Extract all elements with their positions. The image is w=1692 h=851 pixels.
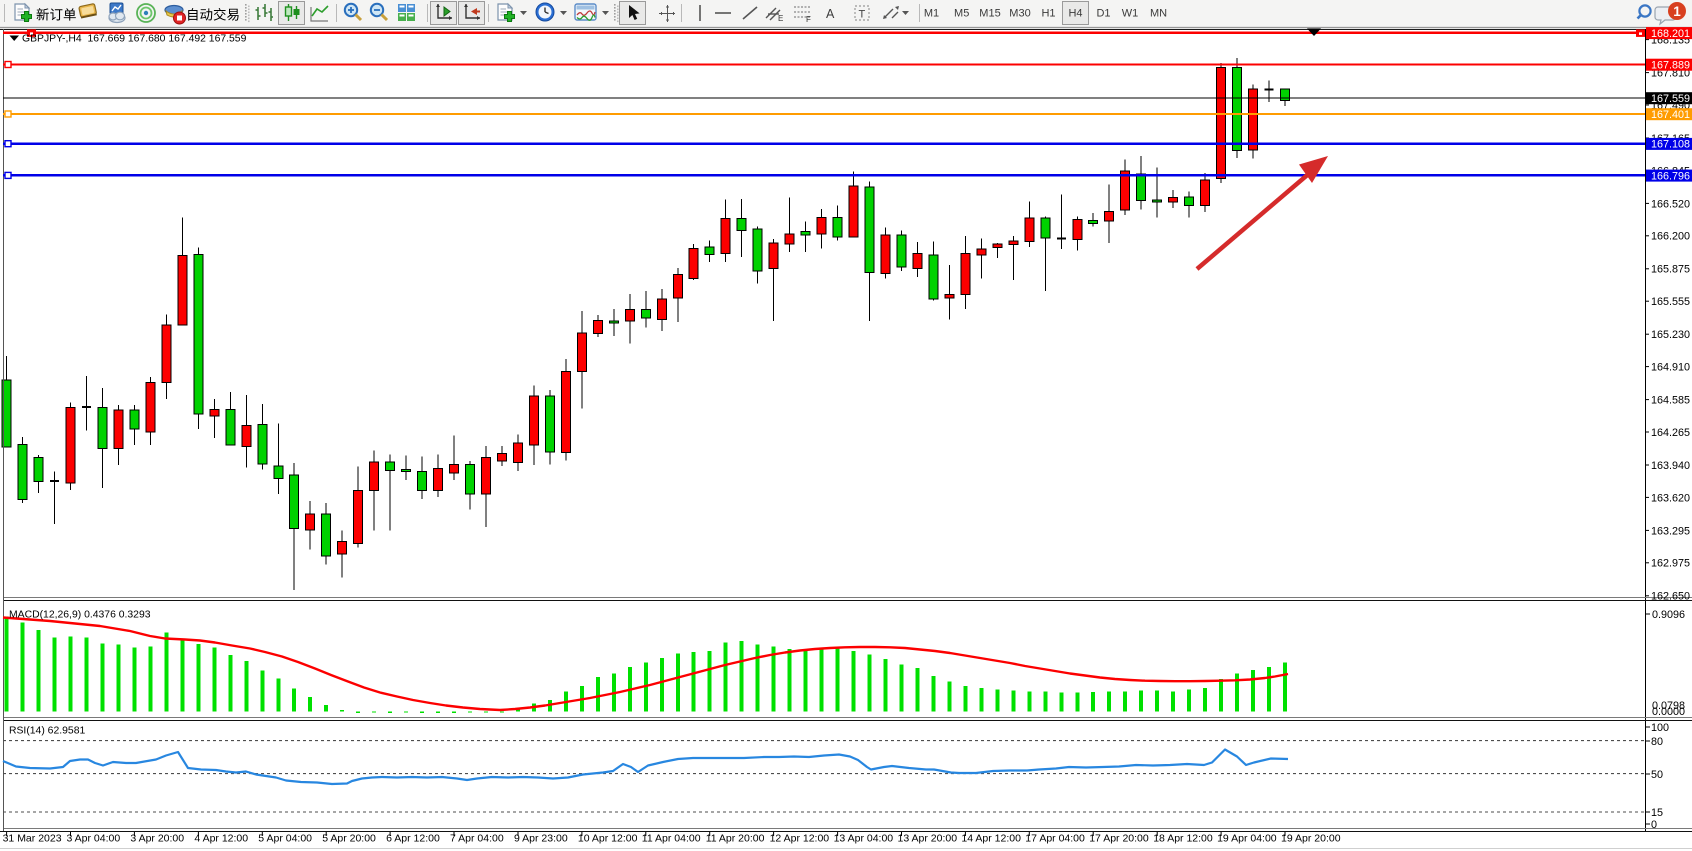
svg-text:0.0798: 0.0798 — [1652, 700, 1685, 712]
svg-text:167.401: 167.401 — [1651, 109, 1690, 121]
svg-text:12 Apr 12:00: 12 Apr 12:00 — [770, 833, 830, 845]
svg-text:168.201: 168.201 — [1651, 28, 1690, 40]
svg-text:9 Apr 23:00: 9 Apr 23:00 — [514, 833, 568, 845]
svg-text:0.0000: 0.0000 — [1652, 706, 1685, 718]
svg-text:163.940: 163.940 — [1651, 460, 1690, 472]
svg-text:18 Apr 12:00: 18 Apr 12:00 — [1153, 833, 1213, 845]
svg-text:M1: M1 — [924, 8, 939, 20]
svg-text:11 Apr 20:00: 11 Apr 20:00 — [706, 833, 765, 845]
svg-text:F: F — [806, 15, 811, 24]
svg-text:M5: M5 — [954, 8, 969, 20]
svg-text:80: 80 — [1651, 736, 1663, 748]
svg-text:7 Apr 04:00: 7 Apr 04:00 — [450, 833, 504, 845]
svg-text:0.9096: 0.9096 — [1652, 609, 1685, 621]
svg-text:165.875: 165.875 — [1651, 264, 1690, 276]
svg-text:10 Apr 12:00: 10 Apr 12:00 — [578, 833, 638, 845]
svg-text:19 Apr 04:00: 19 Apr 04:00 — [1217, 833, 1277, 845]
svg-text:162.975: 162.975 — [1651, 558, 1690, 570]
svg-text:5 Apr 20:00: 5 Apr 20:00 — [322, 833, 376, 845]
svg-text:19 Apr 20:00: 19 Apr 20:00 — [1281, 833, 1341, 845]
svg-text:GBPJPY-,H4 167.669 167.680 16: GBPJPY-,H4 167.669 167.680 167.492 167.5… — [22, 34, 247, 45]
svg-text:D1: D1 — [1096, 8, 1110, 20]
svg-text:166.200: 166.200 — [1651, 231, 1690, 243]
svg-text:T: T — [859, 9, 866, 21]
svg-text:13 Apr 20:00: 13 Apr 20:00 — [898, 833, 958, 845]
svg-text:5 Apr 04:00: 5 Apr 04:00 — [258, 833, 312, 845]
svg-text:M30: M30 — [1009, 8, 1030, 20]
svg-text:3 Apr 04:00: 3 Apr 04:00 — [67, 833, 121, 845]
svg-text:4 Apr 12:00: 4 Apr 12:00 — [194, 833, 248, 845]
svg-text:17 Apr 20:00: 17 Apr 20:00 — [1089, 833, 1149, 845]
svg-text:3 Apr 20:00: 3 Apr 20:00 — [130, 833, 184, 845]
svg-text:165.230: 165.230 — [1651, 329, 1690, 341]
svg-text:A: A — [826, 7, 835, 21]
svg-text:13 Apr 04:00: 13 Apr 04:00 — [834, 833, 894, 845]
svg-text:163.295: 163.295 — [1651, 525, 1690, 537]
svg-text:167.889: 167.889 — [1651, 60, 1690, 72]
svg-text:31 Mar 2023: 31 Mar 2023 — [3, 833, 62, 845]
svg-text:14 Apr 12:00: 14 Apr 12:00 — [961, 833, 1021, 845]
svg-text:MN: MN — [1150, 8, 1167, 20]
svg-text:162.650: 162.650 — [1651, 591, 1690, 603]
svg-text:H4: H4 — [1068, 8, 1082, 20]
svg-text:0: 0 — [1651, 819, 1657, 831]
svg-text:15: 15 — [1651, 807, 1663, 819]
svg-text:M15: M15 — [979, 8, 1000, 20]
svg-text:RSI(14) 62.9581: RSI(14) 62.9581 — [9, 726, 85, 737]
svg-text:166.796: 166.796 — [1651, 170, 1690, 182]
svg-text:17 Apr 04:00: 17 Apr 04:00 — [1025, 833, 1085, 845]
svg-text:100: 100 — [1651, 722, 1669, 734]
svg-text:166.520: 166.520 — [1651, 198, 1690, 210]
svg-text:1: 1 — [1673, 4, 1681, 19]
svg-text:164.265: 164.265 — [1651, 427, 1690, 439]
svg-text:165.555: 165.555 — [1651, 296, 1690, 308]
svg-text:50: 50 — [1651, 769, 1663, 781]
svg-text:11 Apr 04:00: 11 Apr 04:00 — [642, 833, 701, 845]
svg-text:163.620: 163.620 — [1651, 492, 1690, 504]
svg-text:MACD(12,26,9) 0.4376 0.3293: MACD(12,26,9) 0.4376 0.3293 — [9, 610, 151, 621]
svg-text:164.585: 164.585 — [1651, 395, 1690, 407]
svg-text:W1: W1 — [1122, 8, 1139, 20]
svg-text:167.559: 167.559 — [1651, 93, 1690, 105]
svg-text:H1: H1 — [1041, 8, 1055, 20]
svg-text:167.108: 167.108 — [1651, 139, 1690, 151]
svg-text:164.910: 164.910 — [1651, 362, 1690, 374]
svg-text:6 Apr 12:00: 6 Apr 12:00 — [386, 833, 440, 845]
svg-text:E: E — [778, 14, 783, 23]
